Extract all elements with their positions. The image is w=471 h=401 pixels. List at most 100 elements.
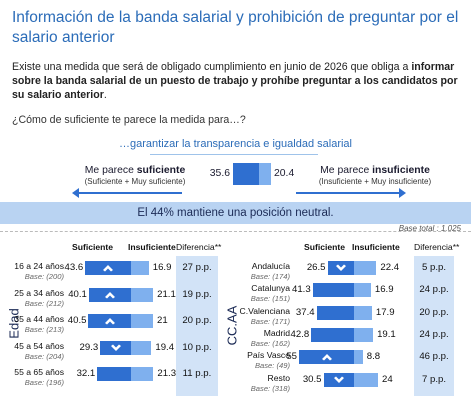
total-insuficiente-bar (259, 163, 271, 185)
insuficiente-value: 24 (382, 373, 393, 385)
row-base: Base: (318) (250, 383, 290, 393)
row-label: 25 a 34 años (14, 287, 64, 298)
total-suficiente-bar (233, 163, 259, 185)
chevron-up-icon (103, 265, 114, 272)
suficiente-bar (311, 327, 354, 342)
insuficiente-value: 22.4 (380, 262, 400, 273)
page-title: Información de la banda salarial y prohi… (12, 9, 459, 46)
insuficiente-value: 21.1 (157, 288, 176, 300)
difference-value: 11 p.p. (182, 368, 212, 379)
row-label: Andalucía (251, 261, 290, 271)
insuficiente-value: 17.9 (375, 306, 395, 318)
chevron-down-icon (110, 344, 121, 351)
difference-value: 24 p.p. (419, 284, 449, 296)
suficiente-value: 40.5 (67, 315, 87, 326)
suficiente-value: 55 (286, 351, 297, 363)
chevron-down-icon (335, 264, 346, 271)
total-suficiente-value: 35.6 (209, 168, 230, 179)
edad-col-diferencia: Diferencia** (176, 242, 222, 252)
difference-value: 24 p.p. (419, 328, 449, 340)
insuficiente-label: Me parece insuficiente (Insuficiente + M… (318, 165, 432, 186)
insuficiente-bar (354, 372, 378, 387)
insuficiente-bar (354, 327, 374, 342)
row-label: País Vasco (247, 350, 290, 361)
row-label: C.Valenciana (239, 305, 290, 316)
question-text: ¿Cómo de suficiente te parece la medida … (12, 114, 246, 126)
difference-value: 7 p.p. (421, 373, 446, 385)
edad-difference-column (176, 256, 218, 396)
row-base: Base: (49) (254, 361, 290, 371)
difference-value: 20 p.p. (419, 306, 449, 318)
suficiente-label: Me parece suficiente (Suficiente + Muy s… (84, 165, 186, 186)
insuficiente-bar (354, 283, 371, 298)
row-base: Base: (171) (250, 316, 290, 326)
suficiente-value: 42.8 (290, 328, 310, 340)
insuficiente-bar (354, 261, 377, 275)
insuficiente-bar (354, 350, 363, 365)
row-base: Base: (174) (250, 272, 290, 281)
edad-col-insuficiente: Insuficiente (128, 242, 176, 252)
difference-value: 20 p.p. (182, 315, 212, 326)
row-label: 16 a 24 años (14, 261, 64, 271)
ccaa-col-insuficiente: Insuficiente (352, 242, 400, 252)
suficiente-bar (312, 283, 354, 298)
row-base: Base: (151) (250, 294, 290, 304)
sub-question-underline (150, 154, 318, 155)
row-base: Base: (162) (250, 338, 290, 348)
neutral-banner: El 44% mantiene una posición neutral. (0, 202, 471, 224)
intro-text: Existe una medida que será de obligado c… (12, 61, 458, 101)
total-insuficiente-value: 20.4 (274, 168, 295, 179)
row-base: Base: (212) (24, 298, 64, 308)
difference-value: 27 p.p. (182, 262, 212, 273)
suficiente-value: 26.5 (306, 262, 326, 273)
row-label: Resto (267, 372, 290, 383)
row-base: Base: (200) (24, 272, 64, 281)
row-label: 35 a 44 años (14, 314, 64, 324)
chevron-up-icon (104, 291, 115, 298)
chevron-down-icon (333, 376, 344, 383)
divider (0, 231, 471, 232)
insuficiente-value: 21 (157, 315, 168, 326)
row-base: Base: (196) (24, 378, 64, 387)
insuficiente-bar (354, 305, 372, 320)
arrow-left-icon (72, 188, 182, 198)
difference-value: 46 p.p. (419, 351, 449, 363)
insuficiente-value: 19.1 (377, 328, 396, 340)
difference-value: 10 p.p. (182, 341, 212, 353)
edad-col-suficiente: Suficiente (72, 242, 114, 252)
suficiente-value: 40.1 (68, 288, 87, 300)
ccaa-difference-column (414, 256, 454, 396)
insuficiente-value: 16.9 (374, 284, 394, 296)
insuficiente-value: 8.8 (366, 351, 381, 363)
row-label: Catalunya (251, 283, 290, 294)
ccaa-col-diferencia: Diferencia** (414, 242, 460, 252)
insuficiente-bar (131, 340, 152, 355)
arrow-right-icon (296, 188, 406, 198)
insuficiente-bar (131, 287, 154, 302)
insuficiente-bar (131, 367, 154, 381)
sub-question: …garantizar la transparencia e igualdad … (119, 138, 352, 150)
suficiente-value: 30.5 (302, 373, 322, 385)
suficiente-value: 32.1 (76, 368, 96, 379)
row-label: Madrid (263, 327, 290, 338)
row-label: 45 a 54 años (14, 340, 64, 351)
ccaa-col-suficiente: Suficiente (304, 242, 346, 252)
insuficiente-bar (131, 261, 149, 275)
row-base: Base: (213) (24, 325, 64, 334)
row-base: Base: (204) (24, 351, 64, 361)
insuficiente-value: 16.9 (152, 262, 172, 273)
suficiente-bar (316, 305, 354, 320)
suficiente-value: 29.3 (79, 341, 99, 353)
suficiente-value: 37.4 (295, 306, 315, 318)
suficiente-bar (97, 367, 131, 381)
suficiente-value: 43.6 (64, 262, 84, 273)
suficiente-value: 41.3 (292, 284, 311, 296)
difference-value: 19 p.p. (182, 288, 212, 300)
row-label: 55 a 65 años (14, 367, 64, 377)
insuficiente-value: 19.4 (155, 341, 175, 353)
chevron-up-icon (321, 354, 332, 361)
insuficiente-value: 21.3 (157, 368, 177, 379)
chevron-up-icon (104, 318, 115, 325)
base-total: Base total : 1.025 (398, 224, 461, 233)
insuficiente-bar (131, 314, 154, 328)
